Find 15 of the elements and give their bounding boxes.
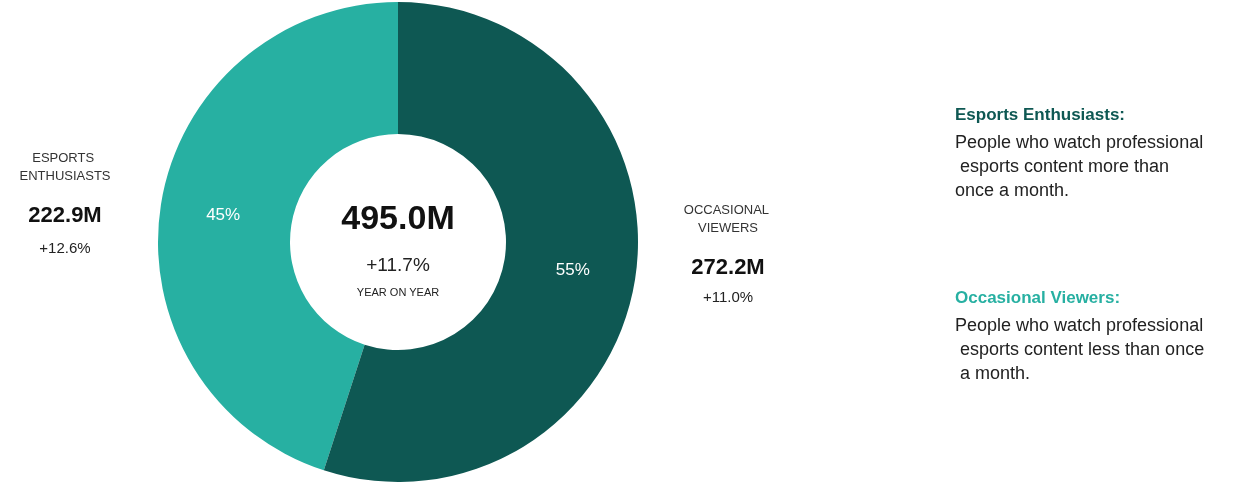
data-label: 45% (206, 204, 241, 224)
text: 495.0M (341, 198, 455, 236)
slice-label: ESPORTS ENTHUSIASTS (19, 149, 111, 183)
text: +11.0% (702, 288, 754, 305)
text: 222.9M (28, 201, 102, 227)
slice-label: OCCASIONAL VIEWERS (683, 201, 773, 235)
text: 272.2M (691, 253, 765, 279)
text: +12.6% (39, 239, 91, 256)
text: Esports Enthusiasts: (955, 105, 1126, 124)
text: Occasional Viewers: (955, 288, 1121, 307)
text: YEAR ON YEAR (356, 285, 440, 298)
text: +11.7% (366, 254, 430, 275)
text: People who watch professional esports content less than once a month. (955, 315, 1205, 383)
data-label: 55% (555, 260, 590, 280)
text: People who watch professional esports content more than once a month. (955, 132, 1204, 200)
